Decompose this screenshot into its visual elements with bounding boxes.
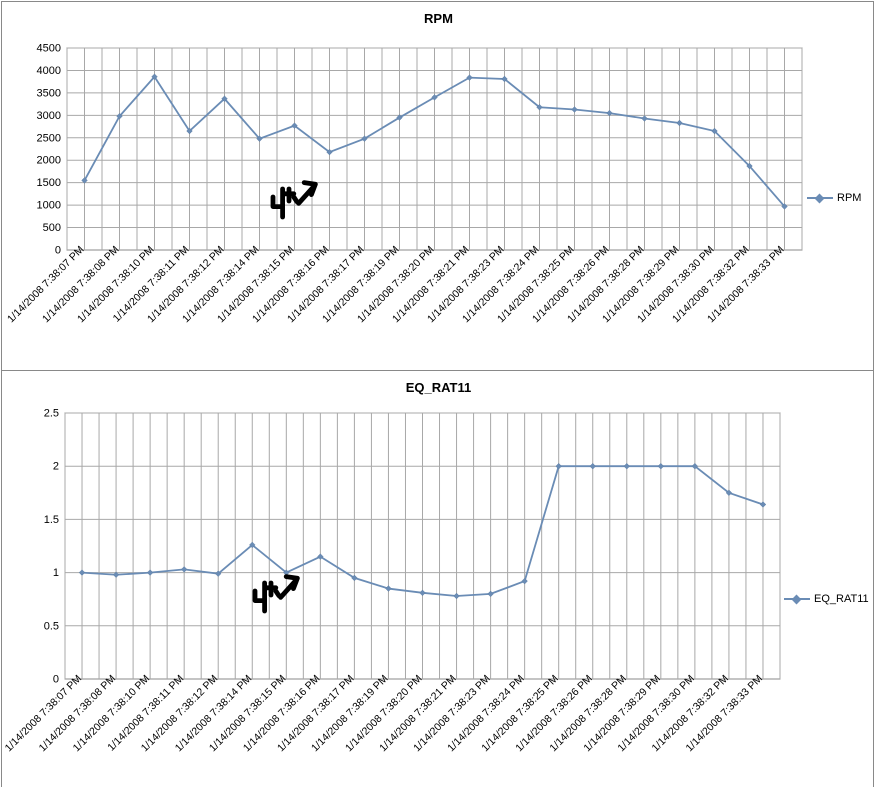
svg-text:500: 500 xyxy=(43,222,61,234)
svg-text:2: 2 xyxy=(53,461,59,473)
svg-text:0: 0 xyxy=(55,245,61,257)
svg-text:1500: 1500 xyxy=(37,177,61,189)
svg-text:0.5: 0.5 xyxy=(44,620,59,632)
svg-text:2500: 2500 xyxy=(37,132,61,144)
svg-text:0: 0 xyxy=(53,674,59,686)
svg-text:2.5: 2.5 xyxy=(44,408,59,420)
svg-text:4000: 4000 xyxy=(37,65,61,77)
svg-text:4500: 4500 xyxy=(37,43,61,55)
svg-text:1000: 1000 xyxy=(37,200,61,212)
svg-text:1.5: 1.5 xyxy=(44,514,59,526)
svg-text:3500: 3500 xyxy=(37,87,61,99)
svg-text:3000: 3000 xyxy=(37,110,61,122)
svg-text:2000: 2000 xyxy=(37,155,61,167)
svg-text:1: 1 xyxy=(53,567,59,579)
